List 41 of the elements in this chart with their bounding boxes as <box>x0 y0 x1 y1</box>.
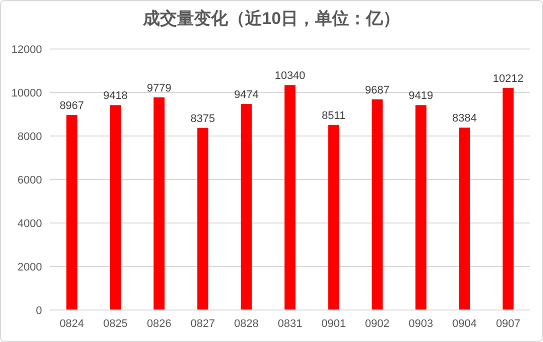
x-tick-label: 0904 <box>452 318 477 330</box>
y-tick-label: 10000 <box>11 88 42 100</box>
data-label: 9474 <box>234 88 259 101</box>
data-label: 8375 <box>190 112 215 125</box>
data-label: 9418 <box>103 90 128 102</box>
x-tick-label: 0901 <box>321 318 346 330</box>
bar <box>415 105 426 310</box>
bar <box>197 128 208 310</box>
chart-title: 成交量变化（近10日，单位：亿） <box>142 9 400 28</box>
data-label: 10212 <box>492 72 524 85</box>
bar <box>459 128 470 310</box>
bar <box>372 99 383 310</box>
data-label: 10340 <box>274 70 306 82</box>
bar <box>240 104 252 310</box>
x-tick-label: 0827 <box>190 318 215 330</box>
x-tick-label: 0903 <box>408 318 434 330</box>
bar <box>502 88 514 310</box>
y-tick-label: 6000 <box>18 174 42 186</box>
bar <box>66 114 78 310</box>
data-label: 8967 <box>60 100 84 112</box>
y-tick-label: 8000 <box>18 131 42 143</box>
data-label: 8384 <box>452 112 477 125</box>
data-label: 9779 <box>146 82 172 94</box>
y-tick-label: 0 <box>36 305 42 317</box>
y-tick-label: 12000 <box>11 44 42 56</box>
x-tick-label: 0826 <box>146 318 172 330</box>
data-label: 8511 <box>322 110 346 122</box>
data-label: 9687 <box>365 84 390 96</box>
x-tick-label: 0825 <box>103 318 128 330</box>
bar <box>284 85 296 310</box>
x-tick-label: 0824 <box>60 318 84 330</box>
data-label: 9419 <box>408 90 434 102</box>
x-tick-label: 0831 <box>278 318 302 330</box>
x-tick-label: 0902 <box>365 318 390 330</box>
bar <box>328 124 340 310</box>
x-tick-label: 0907 <box>496 318 520 330</box>
y-tick-label: 4000 <box>18 218 42 230</box>
bar <box>154 97 165 310</box>
y-tick-label: 2000 <box>18 262 42 274</box>
bar <box>110 105 121 310</box>
x-tick-label: 0828 <box>234 318 259 330</box>
